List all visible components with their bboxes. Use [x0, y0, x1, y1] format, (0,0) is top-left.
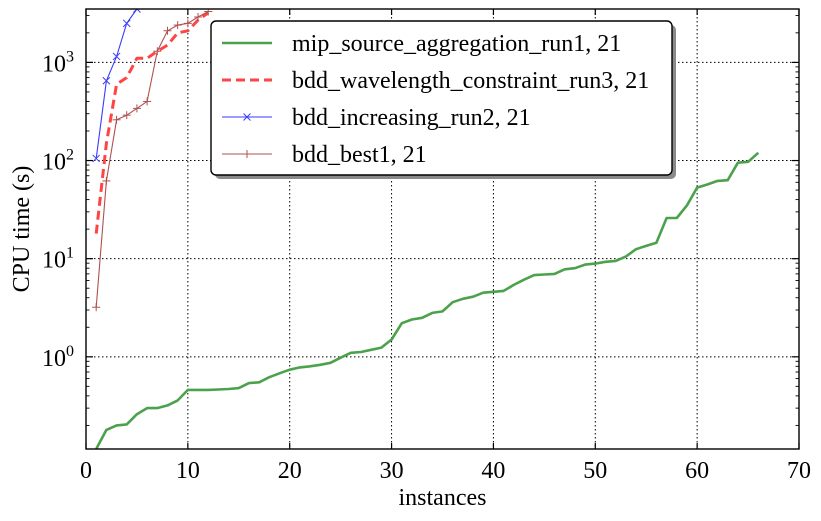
- data-point-stroke: [136, 9, 141, 13]
- legend-box: [210, 20, 673, 176]
- series-line: [95, 151, 760, 449]
- x-tick-label: 20: [278, 458, 302, 484]
- data-point-stroke: [112, 52, 121, 61]
- legend-marker-stroke: [243, 113, 251, 121]
- series-line: [95, 11, 209, 308]
- data-point: [102, 176, 111, 185]
- data-point-stroke: [102, 76, 111, 85]
- legend-label: bdd_increasing_run2, 21: [292, 105, 531, 131]
- x-tick-label: 50: [583, 458, 607, 484]
- data-point: [163, 26, 172, 35]
- legend-label: bdd_wavelength_constraint_run3, 21: [292, 68, 649, 94]
- x-tick-label: 40: [481, 458, 505, 484]
- data-point-stroke: [122, 19, 131, 28]
- legend-marker: [243, 113, 251, 121]
- series-layer: [92, 9, 760, 449]
- data-point: [122, 111, 131, 120]
- series-1: [94, 11, 210, 234]
- y-tick-label: 101: [42, 245, 74, 274]
- y-tick-label: 100: [42, 343, 74, 372]
- x-tick-label: 10: [176, 458, 200, 484]
- ticks: 0 10 20 30 40 50 60 70 100 101 102 103: [42, 9, 811, 484]
- data-point: [92, 154, 101, 163]
- y-axis-label: CPU time (s): [9, 166, 35, 293]
- x-tick-label: 70: [787, 458, 811, 484]
- legend-label: mip_source_aggregation_run1, 21: [292, 31, 621, 57]
- x-tick-label: 60: [685, 458, 709, 484]
- data-point: [204, 9, 213, 16]
- series-3: [92, 9, 213, 312]
- x-tick-label: 30: [380, 458, 404, 484]
- data-point-stroke: [92, 154, 101, 163]
- series-0: [95, 151, 760, 449]
- data-point: [122, 19, 131, 28]
- x-axis-label: instances: [399, 485, 487, 511]
- data-point: [143, 97, 152, 106]
- series-line: [94, 11, 210, 234]
- y-tick-label: 103: [42, 48, 74, 77]
- legend: mip_source_aggregation_run1, 21 bdd_wavel…: [210, 20, 676, 179]
- data-point: [153, 47, 162, 56]
- legend-marker: [243, 150, 251, 158]
- data-point: [102, 76, 111, 85]
- data-point: [112, 115, 121, 124]
- data-point-stroke: [133, 9, 138, 13]
- x-tick-label: 0: [80, 458, 92, 484]
- data-point: [133, 9, 141, 13]
- y-tick-label: 102: [42, 147, 74, 176]
- data-point: [92, 303, 101, 312]
- data-point: [194, 13, 203, 22]
- data-point: [132, 104, 141, 113]
- data-point: [183, 19, 192, 28]
- data-point: [173, 21, 182, 30]
- series-line: [95, 9, 138, 159]
- legend-label: bdd_best1, 21: [292, 142, 427, 168]
- series-2: [92, 9, 141, 163]
- data-point: [112, 52, 121, 61]
